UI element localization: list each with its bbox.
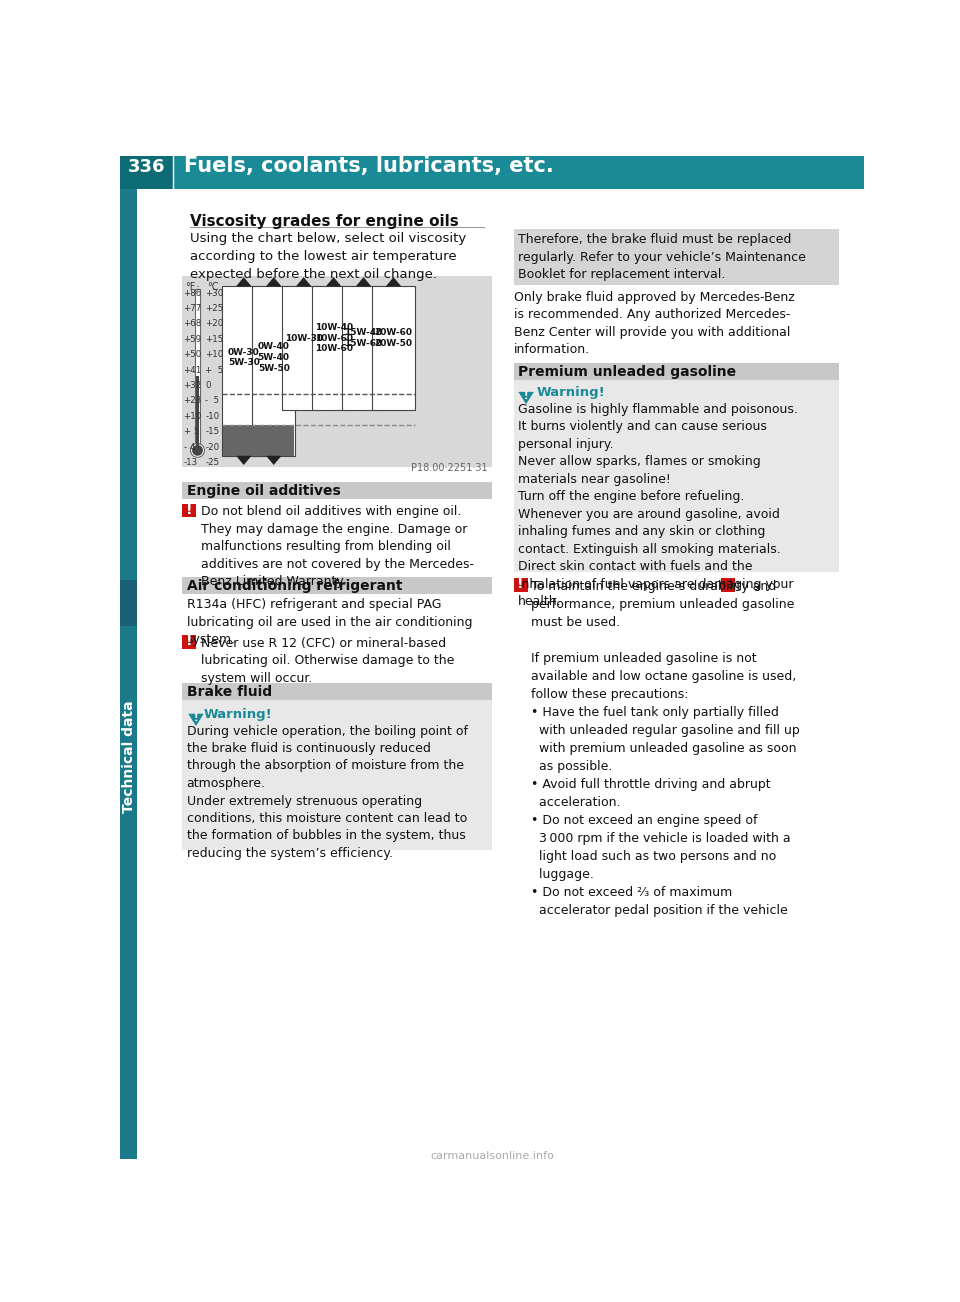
Bar xyxy=(514,362,839,380)
Text: 0W-40
5W-40
5W-50: 0W-40 5W-40 5W-50 xyxy=(257,342,290,372)
Text: -25: -25 xyxy=(205,458,220,467)
Bar xyxy=(196,376,199,445)
Bar xyxy=(721,578,735,592)
Text: Technical data: Technical data xyxy=(122,700,135,814)
Text: Using the chart below, select oil viscosity
according to the lowest air temperat: Using the chart below, select oil viscos… xyxy=(190,232,466,281)
Bar xyxy=(252,286,296,456)
Bar xyxy=(312,286,355,410)
Text: !: ! xyxy=(194,713,198,724)
Text: + 5: + 5 xyxy=(183,427,199,436)
Text: +86: +86 xyxy=(183,289,202,298)
Text: -  5: - 5 xyxy=(205,397,220,405)
Text: !: ! xyxy=(185,503,192,517)
Text: °F: °F xyxy=(185,281,196,292)
Bar xyxy=(182,577,492,594)
Text: 10W-40
10W-60
10W-60: 10W-40 10W-60 10W-60 xyxy=(315,323,352,353)
Text: -20: -20 xyxy=(205,443,220,452)
Text: +59: +59 xyxy=(183,335,202,344)
Circle shape xyxy=(190,444,204,457)
Text: 336: 336 xyxy=(128,158,165,176)
Text: Only brake fluid approved by Mercedes-Benz
is recommended. Any authorized Merced: Only brake fluid approved by Mercedes-Be… xyxy=(514,290,795,357)
Text: +10: +10 xyxy=(205,350,224,359)
Text: +  5: + 5 xyxy=(205,366,224,375)
Text: +10: +10 xyxy=(183,411,202,421)
Text: +68: +68 xyxy=(183,319,202,328)
Text: During vehicle operation, the boiling point of
the brake fluid is continuously r: During vehicle operation, the boiling po… xyxy=(186,724,468,861)
Bar xyxy=(372,286,415,410)
Text: -13: -13 xyxy=(183,458,198,467)
Bar xyxy=(182,684,492,700)
Circle shape xyxy=(192,445,203,456)
Bar xyxy=(120,156,173,189)
Text: To maintain the engine’s durability and
performance, premium unleaded gasoline
m: To maintain the engine’s durability and … xyxy=(531,579,800,917)
Text: °C: °C xyxy=(206,281,218,292)
Bar xyxy=(120,579,137,626)
Text: +20: +20 xyxy=(205,319,224,328)
Text: 0: 0 xyxy=(205,381,211,391)
Text: +41: +41 xyxy=(183,366,202,375)
Text: Warning!: Warning! xyxy=(537,387,606,400)
Bar xyxy=(182,504,196,517)
Text: !: ! xyxy=(185,634,192,648)
Polygon shape xyxy=(236,456,252,465)
Text: +25: +25 xyxy=(205,305,224,312)
Text: P18.00·2251·31: P18.00·2251·31 xyxy=(411,464,488,474)
Bar xyxy=(514,578,528,592)
Text: R134a (HFC) refrigerant and special PAG
lubricating oil are used in the air cond: R134a (HFC) refrigerant and special PAG … xyxy=(186,598,472,646)
Text: Warning!: Warning! xyxy=(204,708,273,721)
Text: +50: +50 xyxy=(183,350,202,359)
Text: !: ! xyxy=(524,392,528,401)
Bar xyxy=(514,380,839,572)
Bar xyxy=(253,424,295,456)
Text: 20W-60
20W-50: 20W-60 20W-50 xyxy=(374,328,413,348)
Bar xyxy=(282,286,325,410)
Text: +32: +32 xyxy=(183,381,202,391)
Bar xyxy=(120,156,864,189)
Text: Gasoline is highly flammable and poisonous.
It burns violently and can cause ser: Gasoline is highly flammable and poisono… xyxy=(518,402,798,608)
Text: Fuels, coolants, lubricants, etc.: Fuels, coolants, lubricants, etc. xyxy=(183,156,553,176)
Polygon shape xyxy=(325,277,342,286)
Text: Therefore, the brake fluid must be replaced
regularly. Refer to your vehicle’s M: Therefore, the brake fluid must be repla… xyxy=(518,233,806,281)
Text: Brake fluid: Brake fluid xyxy=(186,685,272,699)
Bar xyxy=(182,700,492,850)
Text: -10: -10 xyxy=(205,411,220,421)
Text: !: ! xyxy=(517,577,524,591)
Text: Engine oil additives: Engine oil additives xyxy=(186,484,341,499)
Text: Do not blend oil additives with engine oil.
They may damage the engine. Damage o: Do not blend oil additives with engine o… xyxy=(201,505,473,589)
Bar xyxy=(514,229,839,285)
Text: +15: +15 xyxy=(205,335,224,344)
Polygon shape xyxy=(518,392,534,404)
Polygon shape xyxy=(266,277,281,286)
Polygon shape xyxy=(356,277,372,286)
Bar xyxy=(342,286,385,410)
Bar xyxy=(120,189,137,1159)
Text: Air conditioning refrigerant: Air conditioning refrigerant xyxy=(186,579,402,592)
Text: +23: +23 xyxy=(183,397,202,405)
Bar xyxy=(182,482,492,499)
Bar xyxy=(182,635,196,648)
Text: +77: +77 xyxy=(183,305,202,312)
Bar xyxy=(223,424,265,456)
Text: -15: -15 xyxy=(205,427,220,436)
Text: +30: +30 xyxy=(205,289,224,298)
Text: Premium unleaded gasoline: Premium unleaded gasoline xyxy=(518,365,736,379)
Bar xyxy=(223,286,265,456)
Text: Never use R 12 (CFC) or mineral-based
lubricating oil. Otherwise damage to the
s: Never use R 12 (CFC) or mineral-based lu… xyxy=(201,637,454,685)
Text: 10W-30: 10W-30 xyxy=(285,333,323,342)
Polygon shape xyxy=(386,277,401,286)
Polygon shape xyxy=(266,456,281,465)
Text: 15W-40
15W-60: 15W-40 15W-60 xyxy=(345,328,383,348)
Text: carmanualsonline.info: carmanualsonline.info xyxy=(430,1151,554,1161)
Bar xyxy=(195,289,200,445)
Polygon shape xyxy=(236,277,252,286)
Polygon shape xyxy=(296,277,311,286)
Text: Viscosity grades for engine oils: Viscosity grades for engine oils xyxy=(190,214,459,229)
Text: 0W-30
5W-30: 0W-30 5W-30 xyxy=(228,348,260,367)
Polygon shape xyxy=(188,713,204,727)
Text: - 4: - 4 xyxy=(183,443,195,452)
Bar xyxy=(182,276,492,466)
